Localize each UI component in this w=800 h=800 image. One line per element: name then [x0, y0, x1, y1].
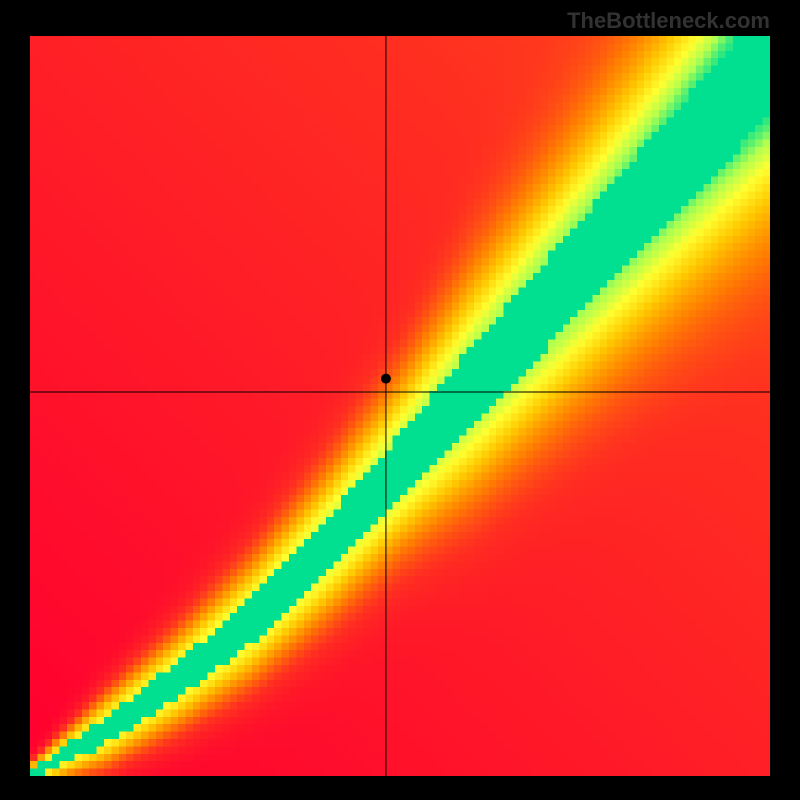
heatmap-canvas [30, 36, 770, 776]
bottleneck-heatmap [30, 36, 770, 776]
watermark-text: TheBottleneck.com [567, 8, 770, 34]
